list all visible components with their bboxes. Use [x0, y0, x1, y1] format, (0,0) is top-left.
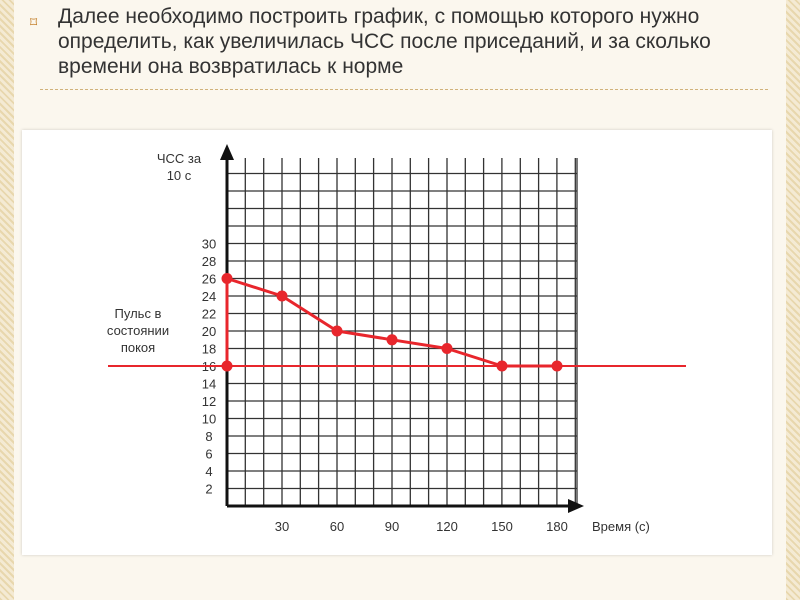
slide-text: Далее необходимо построить график, с пом… — [58, 5, 711, 78]
bullet-icon: ⌑ — [30, 14, 38, 30]
y-axis-arrow — [220, 144, 234, 160]
y-axis-title: ЧСС за — [157, 151, 202, 166]
right-decor-stripe — [786, 0, 800, 600]
y-tick-label: 30 — [202, 237, 216, 252]
y-tick-label: 10 — [202, 412, 216, 427]
x-axis-title: Время (с) — [592, 519, 650, 534]
data-point — [276, 290, 288, 302]
title-divider — [40, 89, 768, 90]
rest-pulse-label: покоя — [121, 340, 155, 355]
y-tick-label: 18 — [202, 342, 216, 357]
series-line — [225, 277, 557, 368]
y-tick-label: 22 — [202, 307, 216, 322]
x-tick-label: 30 — [275, 519, 289, 534]
x-tick-label: 90 — [385, 519, 399, 534]
rest-pulse-label: Пульс в — [115, 306, 162, 321]
chart-figure: 2 4 6 8 10 12 14 16 18 20 22 24 26 28 30 30 60 90 120 150 18… — [22, 130, 772, 555]
left-decor-stripe — [0, 0, 14, 600]
data-point — [551, 360, 563, 372]
x-tick-label: 60 — [330, 519, 344, 534]
y-tick-label: 4 — [205, 464, 212, 479]
y-tick-label: 24 — [202, 289, 216, 304]
x-tick-label: 120 — [436, 519, 458, 534]
x-tick-label: 150 — [491, 519, 513, 534]
y-tick-label: 28 — [202, 254, 216, 269]
y-tick-label: 14 — [202, 377, 216, 392]
data-point — [441, 343, 453, 354]
data-point — [331, 325, 343, 337]
x-tick-label: 180 — [546, 519, 568, 534]
y-tick-label: 12 — [202, 394, 216, 409]
rest-pulse-label: состоянии — [107, 323, 169, 338]
y-tick-label: 8 — [205, 429, 212, 444]
data-point — [221, 273, 233, 284]
y-tick-label: 26 — [202, 272, 216, 287]
y-tick-label: 2 — [205, 482, 212, 497]
data-point — [386, 334, 398, 346]
data-point — [221, 360, 233, 372]
x-axis-arrow — [568, 499, 584, 513]
data-point — [496, 360, 508, 372]
y-tick-label: 20 — [202, 324, 216, 339]
y-axis-title: 10 с — [167, 168, 192, 183]
y-tick-label: 6 — [205, 447, 212, 462]
